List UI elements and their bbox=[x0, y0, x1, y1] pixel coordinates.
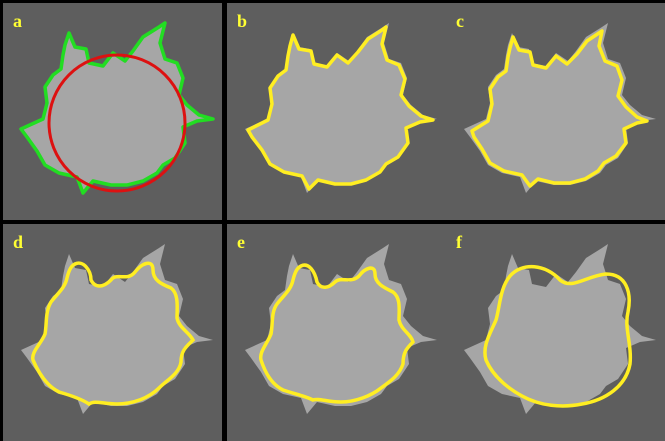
panel-e-drawing bbox=[245, 244, 437, 414]
panel-b: b bbox=[227, 3, 446, 220]
panel-label-a: a bbox=[13, 11, 22, 31]
panel-a-drawing bbox=[19, 21, 215, 195]
panel-d-drawing bbox=[21, 244, 213, 414]
panel-label-c: c bbox=[456, 11, 464, 31]
panel-f-drawing bbox=[464, 244, 656, 414]
segmentation-contour bbox=[483, 265, 633, 408]
panel-f: f bbox=[446, 224, 665, 441]
segmentation-contour bbox=[246, 25, 435, 191]
panel-d: d bbox=[3, 224, 222, 441]
panel-b-drawing bbox=[245, 23, 437, 193]
panel-c: c bbox=[446, 3, 665, 220]
panel-label-b: b bbox=[237, 11, 248, 31]
panel-label-e: e bbox=[237, 232, 245, 252]
segmentation-contour bbox=[258, 263, 415, 404]
panel-label-d: d bbox=[13, 232, 24, 252]
panel-a: a bbox=[3, 3, 222, 220]
segmentation-contour bbox=[31, 261, 196, 407]
leaf-shape bbox=[245, 244, 437, 414]
segmentation-contour bbox=[470, 29, 649, 188]
panel-e: e bbox=[227, 224, 446, 441]
panel-c-drawing bbox=[464, 23, 656, 193]
initial-circle bbox=[47, 53, 187, 193]
panel-label-f: f bbox=[456, 232, 462, 252]
